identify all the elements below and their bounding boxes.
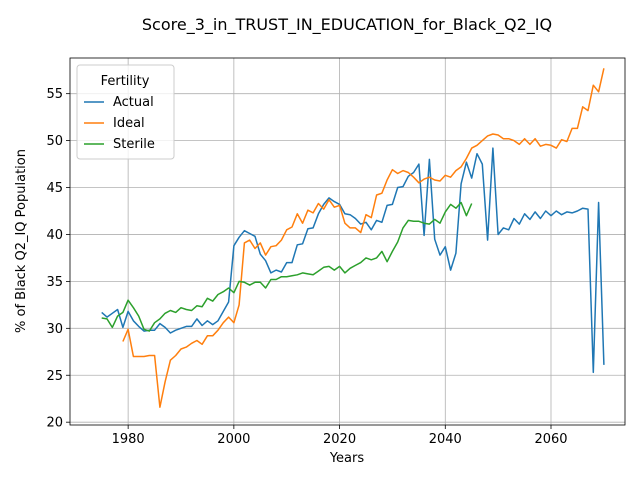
y-tick-label: 25	[46, 369, 63, 384]
legend: Fertility Actual Ideal Sterile	[76, 64, 175, 160]
plot-frame	[69, 57, 626, 426]
x-axis-title: Years	[329, 451, 365, 466]
y-axis-ticks: 20 25 30 35 40 45 50 55	[46, 87, 70, 431]
series-line-ideal	[122, 68, 605, 408]
chart-title: Score_3_in_TRUST_IN_EDUCATION_for_Black_…	[142, 15, 552, 35]
legend-label-ideal: Ideal	[113, 116, 145, 131]
y-tick-label: 35	[46, 275, 63, 290]
x-tick-label: 1980	[112, 432, 145, 447]
x-tick-label: 2060	[534, 432, 567, 447]
y-tick-label: 55	[46, 87, 63, 102]
y-tick-label: 50	[46, 134, 63, 149]
x-tick-label: 2020	[323, 432, 356, 447]
legend-title: Fertility	[101, 74, 150, 89]
y-tick-label: 40	[46, 228, 63, 243]
legend-label-sterile: Sterile	[113, 137, 155, 152]
legend-entries: Actual Ideal Sterile	[84, 95, 155, 152]
series-lines	[101, 68, 605, 408]
series-line-sterile	[101, 201, 473, 332]
legend-frame	[76, 64, 175, 160]
y-tick-label: 30	[46, 322, 63, 337]
y-tick-label: 45	[46, 181, 63, 196]
x-tick-label: 2040	[429, 432, 462, 447]
grid	[70, 58, 625, 425]
legend-label-actual: Actual	[113, 95, 154, 110]
y-tick-label: 20	[46, 416, 63, 431]
x-tick-label: 2000	[217, 432, 250, 447]
y-axis-title: % of Black Q2_IQ Population	[14, 149, 29, 333]
series-line-actual	[101, 147, 605, 374]
x-axis-ticks: 1980 2000 2020 2040 2060	[112, 425, 568, 447]
